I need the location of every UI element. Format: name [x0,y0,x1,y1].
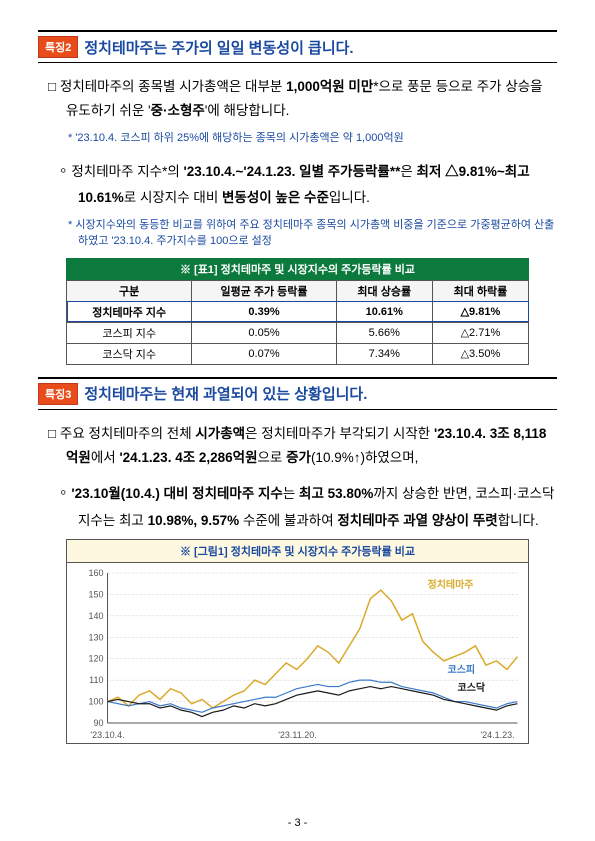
table-col-header: 일평균 주가 등락률 [192,280,336,301]
section2-footnote1: * '23.10.4. 코스피 하위 25%에 해당하는 종목의 시가총액은 약… [38,130,557,147]
section2-header: 특징2 정치테마주는 주가의 일일 변동성이 큽니다. [38,30,557,63]
section3-para1: 주요 정치테마주의 전체 시가총액은 정치테마주가 부각되기 시작한 '23.1… [38,422,557,471]
section2-title: 정치테마주는 주가의 일일 변동성이 큽니다. [84,37,353,58]
svg-text:'23.11.20.: '23.11.20. [278,730,317,740]
svg-text:코스피: 코스피 [448,663,476,676]
table-col-header: 구분 [67,280,192,301]
chart1-caption: ※ [그림1] 정치테마주 및 시장지수 주가등락률 비교 [67,540,528,563]
svg-text:100: 100 [88,697,103,707]
svg-text:'23.10.4.: '23.10.4. [90,730,124,740]
table1-caption: ※ [표1] 정치테마주 및 시장지수의 주가등락률 비교 [66,258,529,280]
section3-title: 정치테마주는 현재 과열되어 있는 상황입니다. [84,383,367,404]
svg-text:정치테마주: 정치테마주 [428,578,474,591]
table-col-header: 최대 하락률 [432,280,528,301]
badge-feature3: 특징3 [38,383,78,405]
section3-para2: '23.10월(10.4.) 대비 정치테마주 지수는 최고 53.80%까지 … [38,476,557,533]
svg-text:110: 110 [89,675,103,685]
svg-text:160: 160 [88,568,103,578]
section2-para1: 정치테마주의 종목별 시가총액은 대부분 1,000억원 미만*으로 풍문 등으… [38,75,557,124]
table-row: 코스닥 지수0.07%7.34%△3.50% [67,343,529,364]
table-col-header: 최대 상승률 [336,280,432,301]
chart1-line-chart: 90 100 110 120 130 140 150 160 '23.10.4. '23.11.2… [67,563,528,743]
page-number: - 3 - [0,817,595,829]
svg-text:'24.1.23.: '24.1.23. [480,730,514,740]
table1: 구분일평균 주가 등락률최대 상승률최대 하락률 정치테마주 지수0.39%10… [66,280,529,365]
chart1-container: ※ [그림1] 정치테마주 및 시장지수 주가등락률 비교 90 100 110 12… [66,539,529,744]
table-header-row: 구분일평균 주가 등락률최대 상승률최대 하락률 [67,280,529,301]
svg-text:90: 90 [93,718,103,728]
svg-text:130: 130 [88,632,103,642]
svg-text:150: 150 [88,589,103,599]
section2-footnote2: * 시장지수와의 동등한 비교를 위하여 주요 정치테마주 종목의 시가총액 비… [38,217,557,250]
table-row: 정치테마주 지수0.39%10.61%△9.81% [67,301,529,322]
table-row: 코스피 지수0.05%5.66%△2.71% [67,322,529,343]
svg-text:코스닥: 코스닥 [458,681,486,694]
section3-header: 특징3 정치테마주는 현재 과열되어 있는 상황입니다. [38,377,557,410]
section2-para2: 정치테마주 지수*의 '23.10.4.~'24.1.23. 일별 주가등락률*… [38,154,557,211]
badge-feature2: 특징2 [38,36,78,58]
svg-text:120: 120 [88,654,103,664]
svg-text:140: 140 [88,611,103,621]
